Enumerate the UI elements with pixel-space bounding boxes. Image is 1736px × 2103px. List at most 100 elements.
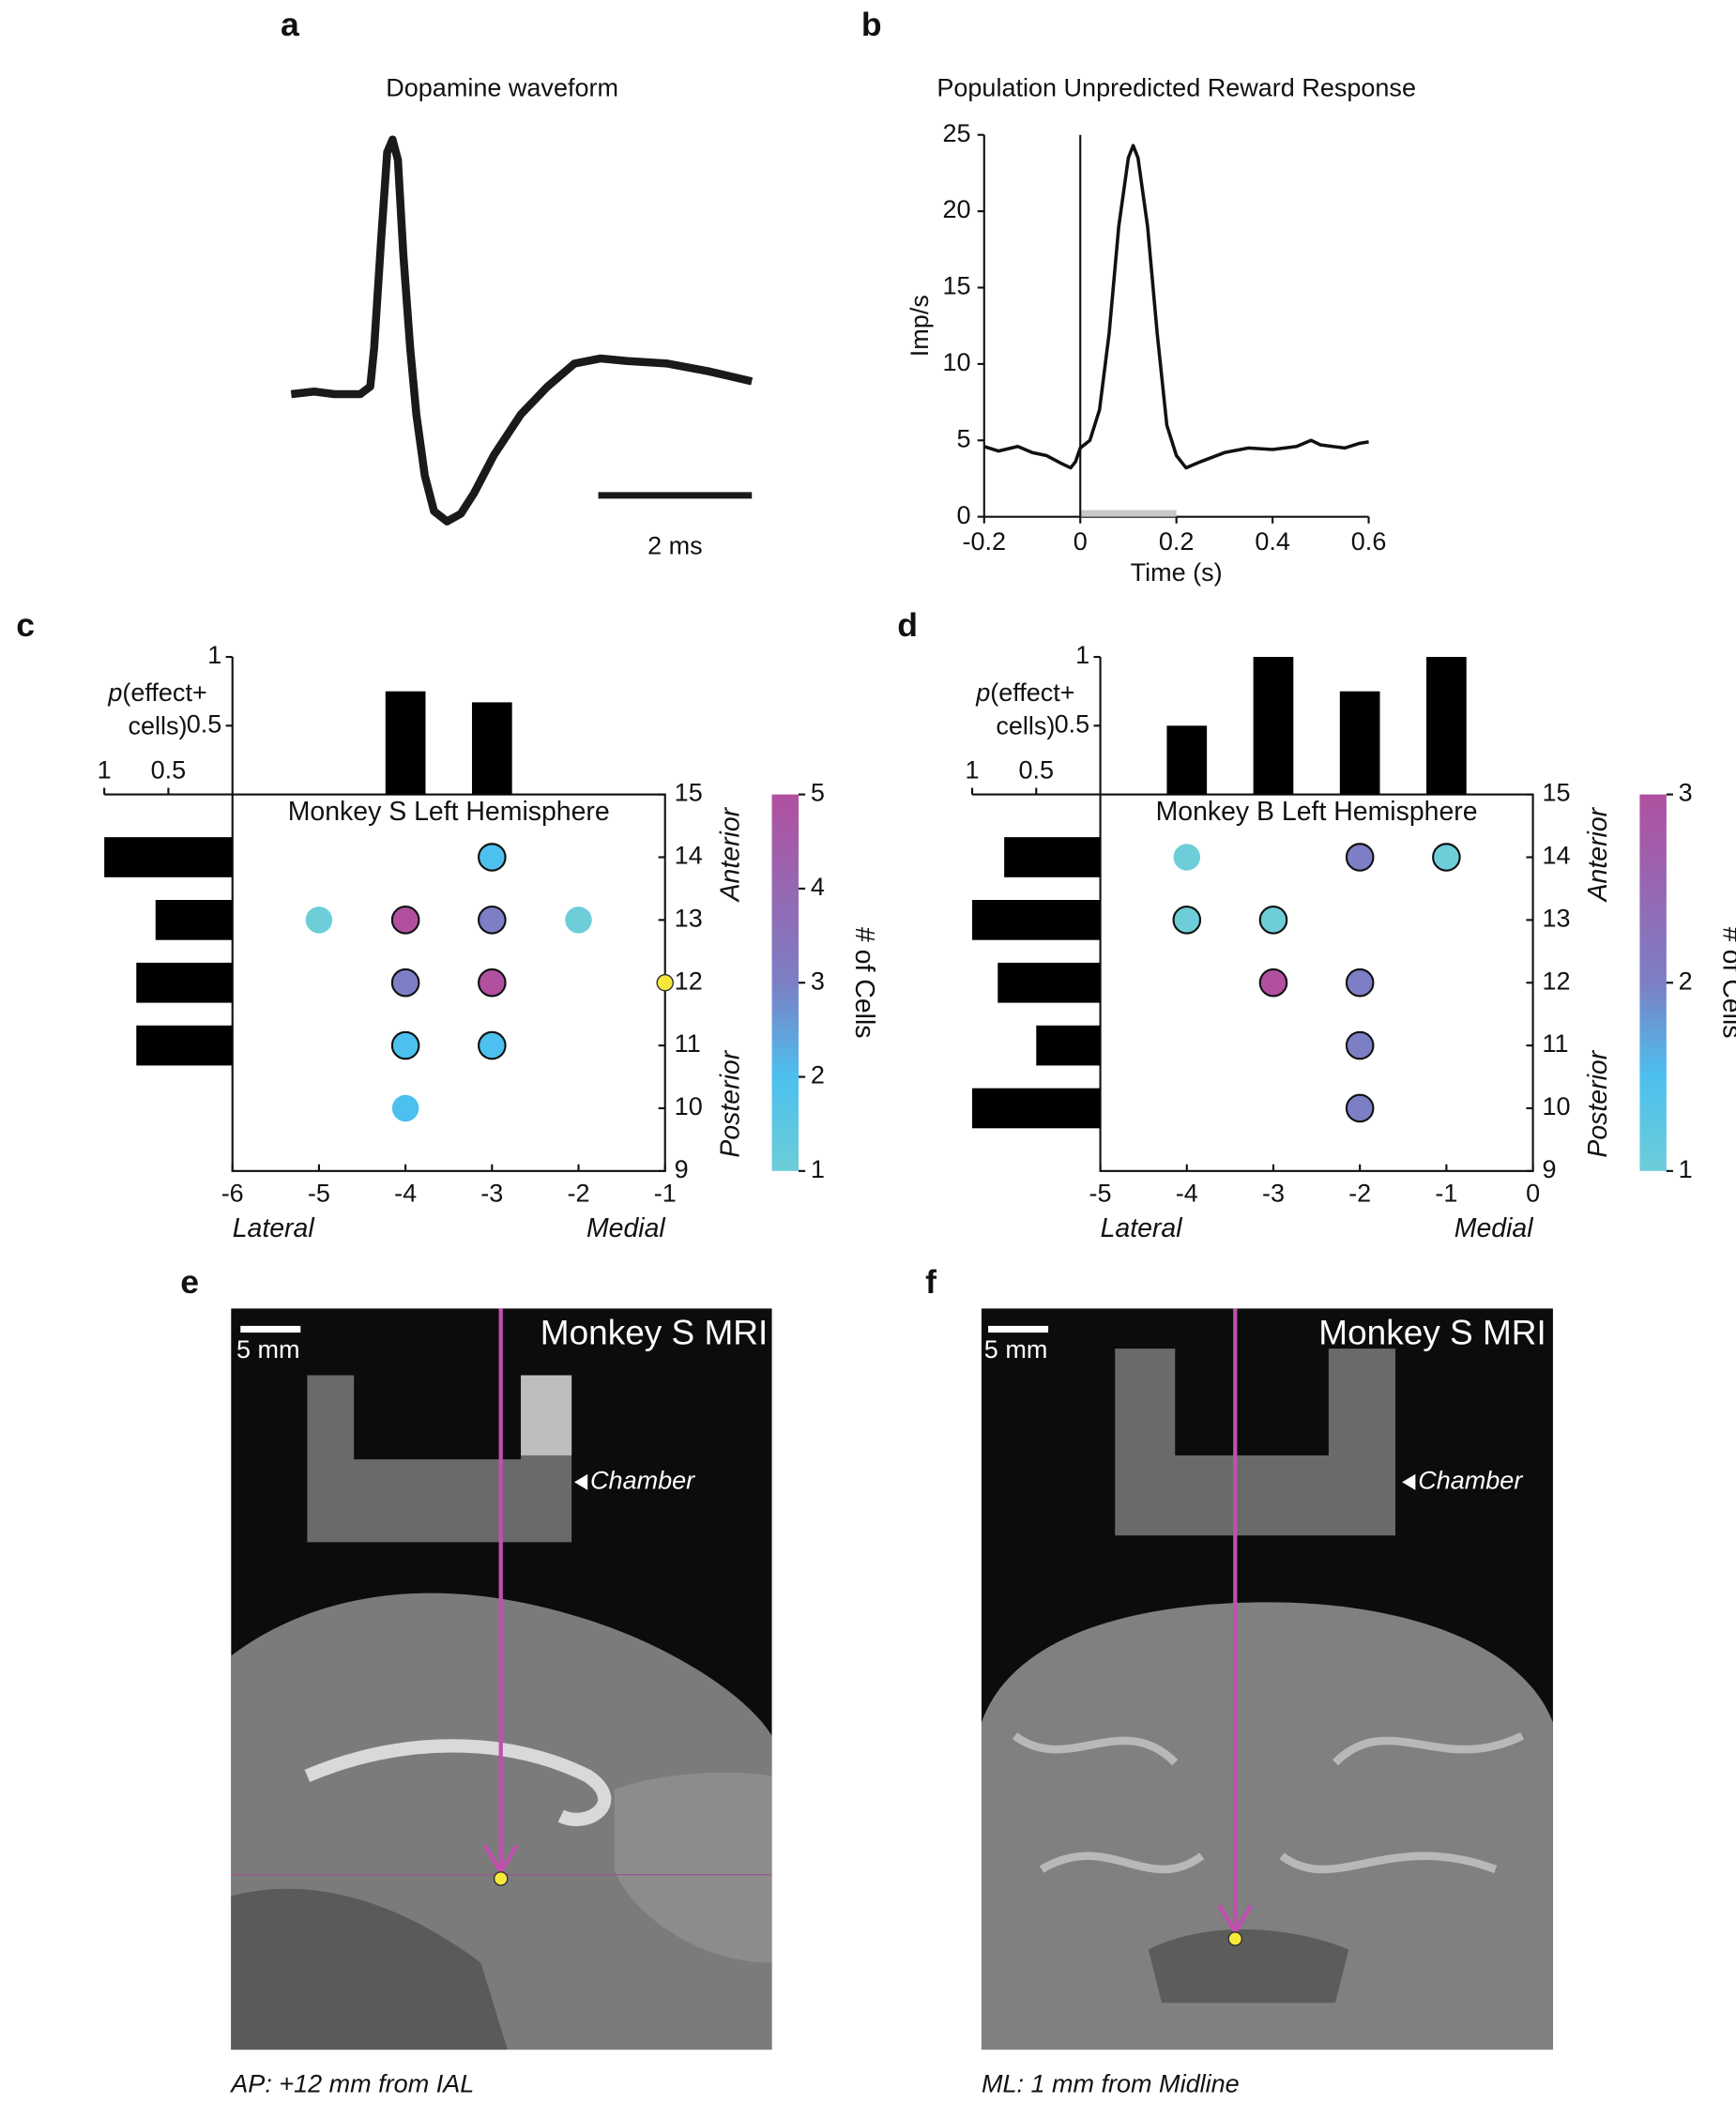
y-axis-label: Posterior [715,1049,745,1157]
top-hist-bar [1426,657,1467,795]
site [305,907,333,934]
hist-label-var: p [975,678,990,707]
chart-title: Population Unpredicted Reward Response [937,73,1416,101]
pointer [1402,1473,1416,1490]
x-axis-label: Medial [586,1213,665,1243]
x-axis-label: Lateral [233,1213,315,1243]
y-tick-label: 9 [675,1155,689,1183]
chart-title: Monkey S Left Hemisphere [288,797,610,827]
top-hist-bar [385,691,426,795]
scale-bar [988,1325,1049,1333]
hist-label: cells) [129,712,188,740]
site [390,1030,420,1060]
y-tick-label: 11 [675,1029,701,1058]
caption: AP: +12 mm from IAL [229,2070,474,2098]
y-tick-label: 10 [1543,1092,1571,1120]
side-hist-bar [155,900,233,940]
brain [981,1602,1553,2050]
y-tick-label: 10 [675,1092,703,1120]
x-tick-label: 0.2 [1159,527,1195,556]
side-hist-tick-label: 1 [965,756,979,785]
panel-letter: e [180,1263,199,1301]
site [1172,906,1202,935]
image-title: Monkey S MRI [541,1314,769,1352]
colorbar-tick-label: 3 [811,967,825,995]
scale-label: 2 ms [647,532,703,560]
colorbar-tick-label: 2 [811,1061,825,1090]
chart-title: Monkey B Left Hemisphere [1156,797,1478,827]
chamber [307,1375,572,1543]
site [565,907,592,934]
site [1345,1030,1375,1060]
hist-label: cells) [996,712,1055,740]
colorbar-tick-label: 3 [1679,779,1693,807]
site [1173,844,1201,871]
x-tick-label: -5 [308,1180,330,1208]
side-hist-bar [1036,1025,1101,1066]
hist-label: p(effect+ [107,678,206,707]
colorbar-tick-label: 1 [811,1155,825,1183]
x-tick-label: 0 [1526,1180,1540,1208]
brainstem [231,1888,508,2050]
y-tick-label: 20 [942,195,970,223]
colorbar [771,794,799,1171]
top-hist-bar [1166,725,1208,795]
site [1258,906,1288,935]
side-hist-tick-label: 1 [98,756,112,785]
x-tick-label: -4 [394,1180,417,1208]
y-tick-label: 15 [675,779,703,807]
y-tick-label: 12 [675,967,703,995]
panel-letter: a [281,6,299,43]
site [1258,968,1288,998]
pointer [573,1473,588,1490]
site [1432,843,1461,872]
y-tick-label: 12 [1543,967,1571,995]
target [1227,1931,1243,1946]
scale-label: 5 mm [984,1335,1048,1364]
x-tick-label: -0.2 [963,527,1007,556]
hist-label-var: p [107,678,122,707]
highlight-site [656,973,674,992]
colorbar [1639,794,1667,1171]
side-hist-bar [104,837,233,877]
x-tick-label: -5 [1089,1180,1112,1208]
site [391,1094,419,1122]
site [390,906,420,935]
caption: ML: 1 mm from Midline [982,2070,1240,2098]
corpus-callosum [304,1739,612,1826]
y-tick-label: 9 [1543,1155,1557,1183]
colorbar-tick-label: 2 [1679,967,1693,995]
colorbar-tick-label: 4 [811,873,825,901]
site [1345,843,1375,872]
y-tick-label: 15 [942,272,970,300]
site [478,1030,507,1060]
y-tick-label: 25 [942,119,970,147]
site [390,968,420,998]
side-hist-bar [136,1025,233,1066]
top-hist-tick-label: 0.5 [1055,709,1090,738]
side-hist-bar [971,1088,1101,1129]
hist-label-text: (effect+ [122,678,206,707]
side-hist-tick-label: 0.5 [1018,756,1054,785]
side-hist-bar [971,900,1101,940]
x-tick-label: 0.6 [1351,527,1387,556]
x-tick-label: -3 [1262,1180,1285,1208]
panel-letter: c [16,606,35,644]
y-tick-label: 13 [675,904,703,932]
colorbar-tick-label: 1 [1679,1155,1693,1183]
y-axis-label: Anterior [715,806,745,903]
y-tick-label: 0 [957,501,971,529]
x-tick-label: -1 [1435,1180,1457,1208]
side-hist-bar [136,962,233,1003]
y-tick-label: 15 [1543,779,1571,807]
x-tick-label: -4 [1176,1180,1198,1208]
colorbar-label: # of Cells [849,927,879,1039]
image-title: Monkey S MRI [1318,1314,1546,1352]
top-hist-tick-label: 1 [207,641,221,669]
scale-bar [240,1325,301,1333]
mri-image: 5 mm Monkey S MRI Chamber [231,1308,772,2050]
plot-frame [1099,793,1534,1172]
chamber-wall [521,1375,572,1455]
hist-label-text: (effect+ [990,678,1074,707]
y-tick-label: 14 [1543,842,1571,870]
